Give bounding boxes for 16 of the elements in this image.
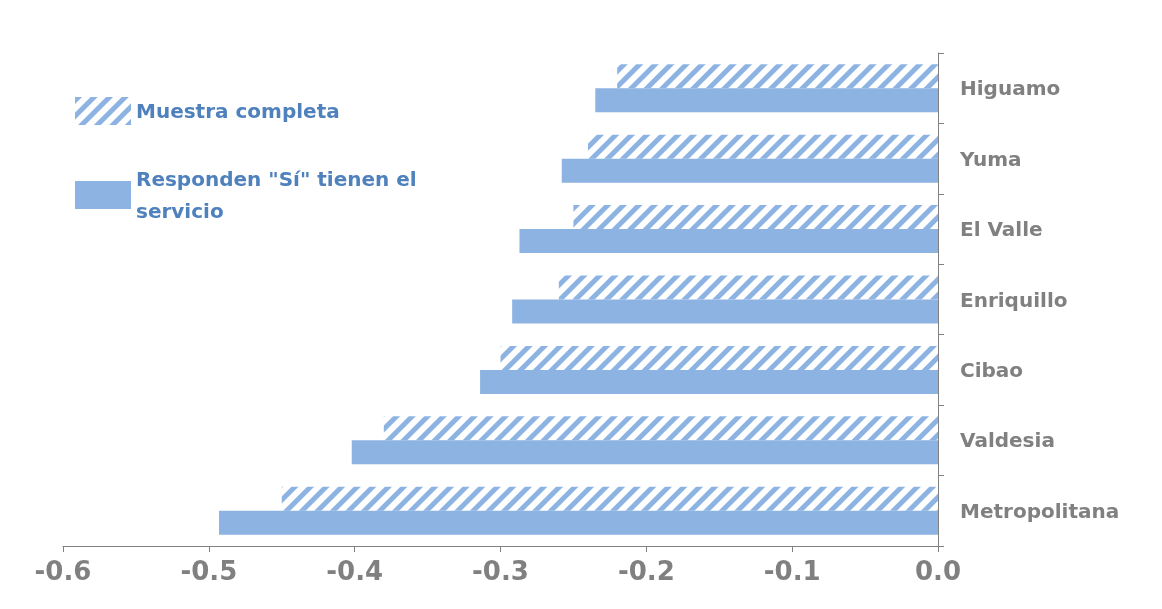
y-tick-label: Yuma <box>959 146 1022 171</box>
x-tick-label: -0.6 <box>34 556 92 586</box>
y-tick-label: El Valle <box>960 217 1043 242</box>
x-tick-label: 0.0 <box>914 556 962 586</box>
y-tick-label: Valdesia <box>960 428 1055 453</box>
x-tick-label: -0.3 <box>472 556 529 586</box>
y-tick-label: Higuamo <box>960 76 1061 101</box>
x-tick-label: -0.5 <box>180 556 238 586</box>
y-tick-label: Cibao <box>960 357 1024 382</box>
x-tick-label: -0.2 <box>617 556 675 586</box>
legend-label: Muestra completa <box>136 99 340 123</box>
y-tick-label: Enriquillo <box>960 287 1068 312</box>
x-tick-label: -0.4 <box>326 556 384 586</box>
legend-label: Responden "Sí" tienen el servicio <box>136 167 424 223</box>
y-tick-label: Metropolitana <box>960 498 1120 523</box>
x-tick-label: -0.1 <box>763 556 821 586</box>
